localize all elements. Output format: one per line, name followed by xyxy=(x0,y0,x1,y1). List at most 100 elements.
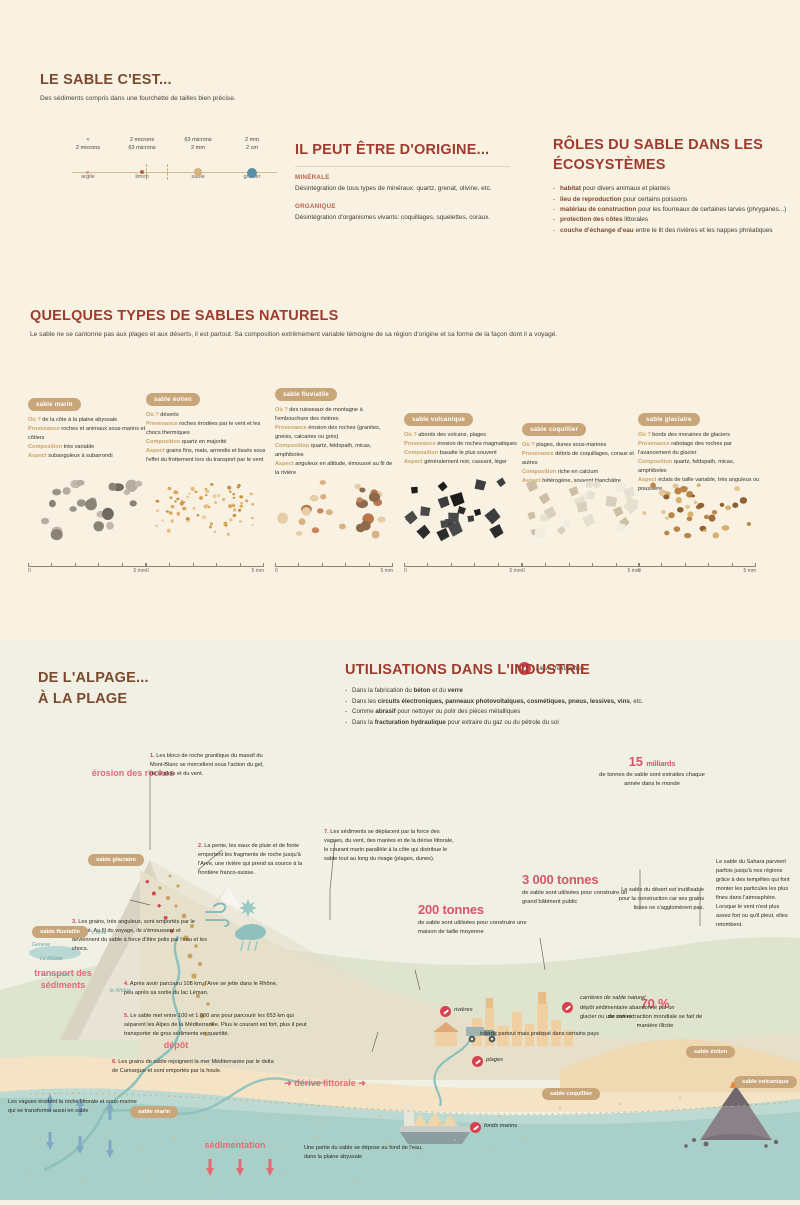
sand-card-pill: sable fluviatile xyxy=(275,388,337,401)
scale-step-argile: <2 microns argile xyxy=(60,136,116,180)
role-rest: entre le lit des rivières et les nappes … xyxy=(633,226,773,234)
sand-card-sable-fluviatile: sable fluviatile Où ? des ruisseaux de mo… xyxy=(275,383,397,478)
step-7-number: 7. xyxy=(324,829,329,835)
industry-title: UTILISATIONS DANS L'INDUSTRIE xyxy=(345,662,591,678)
landscape-scene: érosion des roches transport des sédimen… xyxy=(0,740,800,1200)
alpage-title-line2: À LA PLAGE xyxy=(38,691,128,708)
role-rest: pour certains poissons xyxy=(621,195,688,203)
roles-list: habitat pour divers animaux et plantes l… xyxy=(553,184,788,236)
sand-card-sable-volcanique: sable volcanique Où ? abords des volcans,… xyxy=(404,408,526,467)
water-label-arve: L'Arve xyxy=(92,930,107,936)
scene-tag-sable-eolien: sable éolien xyxy=(686,1046,736,1058)
extraction-legend-label: Lieux d'extraction xyxy=(536,665,584,672)
stat-70-number: 70 % xyxy=(640,996,670,1011)
origine-label-minerale: MINÉRALE xyxy=(295,174,330,181)
role-rest: pour divers animaux et plantes xyxy=(580,185,670,193)
origine-block-minerale: MINÉRALE Désintégration de tous types de… xyxy=(295,174,510,194)
step-1-text: Les blocs de roche granitique du massif … xyxy=(150,753,264,778)
stat-70-percent: 70 % de son extraction mondiale se fait … xyxy=(600,996,710,1031)
sand-sample-sable-fluviatile xyxy=(275,474,393,542)
step-4-number: 4. xyxy=(124,981,129,987)
stat-15-value: 15 xyxy=(628,754,643,769)
gravier-dot xyxy=(247,167,257,178)
step-note-2: 2. La pente, les eaux de pluie et de fon… xyxy=(198,842,316,878)
step-3-text: Les grains, très anguleux, sont emportés… xyxy=(72,919,207,953)
side-note-sahara: Le sable du Sahara parvient parfois jusq… xyxy=(716,859,790,929)
step-3-number: 3. xyxy=(72,919,77,925)
scale-step-limon: 2 microns 63 microns limon xyxy=(114,136,170,180)
extraction-icon-fonds-marins[interactable] xyxy=(470,1122,481,1133)
role-bold: protection des côtes xyxy=(560,216,623,224)
step-note-6: 6. Les grains de sable rejoignent la mer… xyxy=(112,1058,274,1076)
stat-15-number: 15 milliards xyxy=(592,754,712,769)
sable-range-top: 63 microns xyxy=(184,137,212,143)
scale-step-gravier: 2 mm2 cm gravier xyxy=(224,136,280,180)
step-6-number: 6. xyxy=(112,1059,117,1065)
sable-name: sable xyxy=(191,174,205,180)
industry-item: Dans les circuits électroniques, panneau… xyxy=(345,697,675,708)
step-2-text: La pente, les eaux de pluie et de fonte … xyxy=(198,843,303,877)
role-bold: habitat xyxy=(560,185,581,193)
extraction-label-plages: plages xyxy=(486,1057,504,1063)
step-note-5: 5. Le sable met entre 100 et 1 000 ans p… xyxy=(124,1012,314,1039)
section-industry: UTILISATIONS DANS L'INDUSTRIE Dans la fa… xyxy=(345,662,675,728)
sand-card-pill: sable volcanique xyxy=(404,413,474,426)
origine-divider xyxy=(295,166,510,167)
section-origine: IL PEUT ÊTRE D'ORIGINE... MINÉRALE Désin… xyxy=(295,142,510,233)
extraction-note-plages: interdit partout mais pratiqué dans cert… xyxy=(480,1031,600,1037)
stage-label-derive: ➜ dérive littorale ➜ xyxy=(284,1078,366,1088)
extraction-pickaxe-icon xyxy=(518,662,531,675)
types-intro: Le sable ne se cantonne pas aux plages e… xyxy=(30,331,558,338)
stage-label-sedimentation: sédimentation xyxy=(204,1140,266,1150)
extraction-icon-carrieres[interactable] xyxy=(562,1002,573,1013)
role-bold: couche d'échange d'eau xyxy=(560,226,634,234)
stat-15-unit: milliards xyxy=(646,759,676,768)
role-bold: lieu de reproduction xyxy=(560,195,622,203)
side-note-vagues: Les vagues érodent la roche littorale et… xyxy=(8,1099,137,1115)
role-item: lieu de reproduction pour certains poiss… xyxy=(553,195,788,206)
extraction-icon-plages[interactable] xyxy=(472,1056,483,1067)
argile-range-bottom: 2 microns xyxy=(75,145,101,152)
step-1-number: 1. xyxy=(150,753,155,759)
scene-tag-sable-marin: sable marin xyxy=(130,1106,179,1118)
stat-200-tonnes: 200 tonnes de sable sont utilisées pour … xyxy=(418,902,530,937)
step-note-3: 3. Les grains, très anguleux, sont empor… xyxy=(72,918,208,954)
side-note-desert: Le sable du désert est inutilisable pour… xyxy=(618,887,704,912)
step-7-text: Les sédiments se déplacent par la force … xyxy=(324,829,454,863)
stat-200-number: 200 tonnes xyxy=(418,902,484,917)
scene-tag-sable-coquillier: sable coquillier xyxy=(542,1088,601,1100)
step-6-text: Les grains de sable rejoignent la mer Mé… xyxy=(112,1059,274,1075)
step-5-text: Le sable met entre 100 et 1 000 ans pour… xyxy=(124,1013,307,1038)
extraction-label-carrieres: carrières de sable naturel xyxy=(580,995,646,1001)
sand-card-sable-glaciaire: sable glaciaire Où ? bords des moraines d… xyxy=(638,408,760,494)
sand-card-details: Où ? déserts Provenance roches érodées pa… xyxy=(146,412,266,464)
derive-text: dérive littorale xyxy=(294,1078,356,1088)
argile-dot xyxy=(86,170,89,174)
step-note-4: 4. Après avoir parcouru 108 km, l'Arve s… xyxy=(124,980,284,998)
definition-title: LE SABLE C'EST... xyxy=(40,72,172,88)
limon-range-bottom: 63 microns xyxy=(128,145,156,152)
sand-sample-sable-marin xyxy=(28,474,146,542)
grain-size-scale: <2 microns argile 2 microns 63 microns li… xyxy=(60,136,290,196)
industry-item: Comme abrasif pour nettoyer ou polir des… xyxy=(345,707,675,718)
stage-label-transport: transport des sédiments xyxy=(34,968,92,990)
extraction-icon-rivieres[interactable] xyxy=(440,1006,451,1017)
argile-range-top: < xyxy=(86,137,90,143)
stat-3000-tonnes: 3 000 tonnes de sable sont utilisées pou… xyxy=(522,872,642,907)
role-rest: pour les fourreaux de certaines larves (… xyxy=(636,205,787,213)
scene-svg xyxy=(0,770,800,1200)
stat-3000-number: 3 000 tonnes xyxy=(522,872,599,887)
stage-label-erosion: érosion des roches xyxy=(91,768,175,778)
step-2-number: 2. xyxy=(198,843,203,849)
sand-card-details: Où ? plages, dunes sous-marines Provenanc… xyxy=(522,442,634,485)
sand-sample-sable-glaciaire xyxy=(638,474,756,542)
sable-dot xyxy=(194,168,202,176)
origine-block-organique: ORGANIQUE Désintégration d'organismes vi… xyxy=(295,203,510,223)
step-4-text: Après avoir parcouru 108 km, l'Arve se j… xyxy=(124,981,278,997)
sand-card-pill: sable éolien xyxy=(146,393,200,406)
argile-name: argile xyxy=(81,174,95,180)
